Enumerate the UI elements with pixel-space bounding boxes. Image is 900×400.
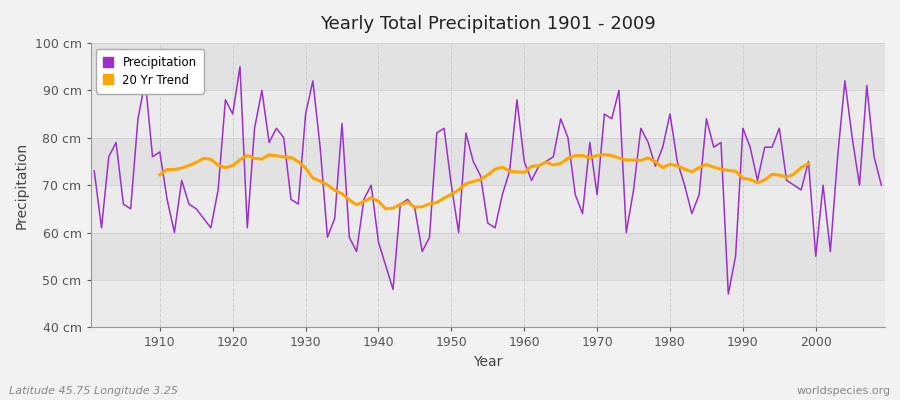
Precipitation: [723, 292, 734, 297]
Precipitation: [518, 159, 529, 164]
20 Yr Trend: [599, 152, 610, 157]
Precipitation: [235, 64, 246, 69]
Line: Precipitation: Precipitation: [94, 66, 881, 294]
Precipitation: [526, 178, 537, 183]
Line: 20 Yr Trend: 20 Yr Trend: [160, 154, 808, 209]
20 Yr Trend: [351, 202, 362, 207]
20 Yr Trend: [788, 172, 799, 177]
Bar: [91, 232, 885, 280]
X-axis label: Year: Year: [473, 355, 502, 369]
Bar: [91, 280, 885, 328]
20 Yr Trend: [708, 165, 719, 170]
20 Yr Trend: [381, 206, 392, 211]
Legend: Precipitation, 20 Yr Trend: Precipitation, 20 Yr Trend: [96, 49, 203, 94]
20 Yr Trend: [621, 158, 632, 162]
Bar: [91, 90, 885, 138]
Bar: [91, 185, 885, 232]
Precipitation: [147, 154, 158, 159]
20 Yr Trend: [155, 172, 166, 177]
Bar: [91, 43, 885, 90]
Text: worldspecies.org: worldspecies.org: [796, 386, 891, 396]
Precipitation: [89, 168, 100, 173]
Y-axis label: Precipitation: Precipitation: [15, 142, 29, 229]
Precipitation: [315, 145, 326, 150]
20 Yr Trend: [723, 168, 734, 173]
20 Yr Trend: [242, 153, 253, 158]
Precipitation: [614, 88, 625, 93]
Precipitation: [876, 183, 886, 188]
Precipitation: [358, 197, 369, 202]
Title: Yearly Total Precipitation 1901 - 2009: Yearly Total Precipitation 1901 - 2009: [320, 15, 656, 33]
Bar: [91, 138, 885, 185]
Text: Latitude 45.75 Longitude 3.25: Latitude 45.75 Longitude 3.25: [9, 386, 178, 396]
20 Yr Trend: [803, 162, 814, 166]
